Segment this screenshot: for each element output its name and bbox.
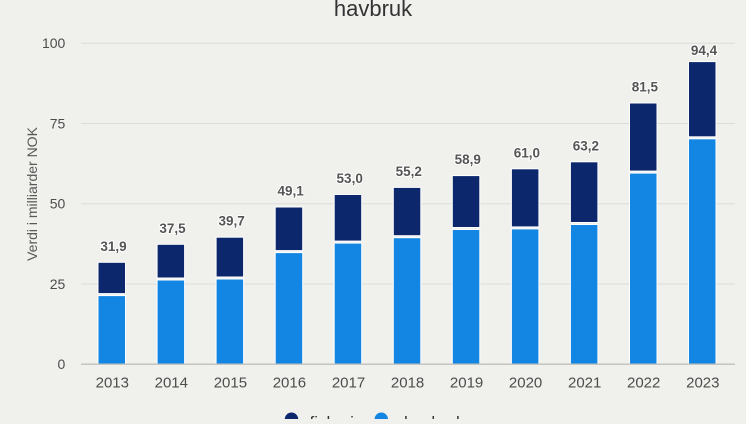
svg-text:53,0: 53,0: [337, 171, 363, 186]
svg-text:75: 75: [50, 115, 66, 131]
svg-text:37,5: 37,5: [159, 221, 186, 236]
svg-text:2016: 2016: [273, 375, 306, 392]
svg-text:81,5: 81,5: [632, 80, 659, 95]
svg-text:2019: 2019: [450, 375, 483, 392]
svg-text:50: 50: [50, 196, 66, 212]
svg-text:2017: 2017: [332, 375, 365, 392]
svg-text:55,2: 55,2: [396, 164, 422, 179]
svg-text:havbruk: havbruk: [334, 0, 413, 21]
svg-text:94,4: 94,4: [691, 43, 718, 58]
svg-text:fiskeri: fiskeri: [310, 413, 354, 419]
svg-text:100: 100: [42, 35, 66, 51]
svg-text:0: 0: [58, 356, 66, 372]
svg-text:2023: 2023: [686, 375, 719, 392]
svg-text:havbruk: havbruk: [404, 413, 465, 419]
svg-text:39,7: 39,7: [218, 214, 244, 229]
svg-text:2020: 2020: [509, 375, 542, 392]
svg-text:61,0: 61,0: [514, 145, 540, 160]
svg-text:63,2: 63,2: [573, 138, 599, 153]
svg-text:2014: 2014: [155, 375, 188, 392]
svg-text:Verdi i milliarder NOK: Verdi i milliarder NOK: [24, 126, 40, 260]
svg-text:49,1: 49,1: [277, 184, 304, 199]
svg-text:2013: 2013: [96, 375, 129, 392]
svg-text:2022: 2022: [627, 375, 660, 392]
svg-text:2015: 2015: [214, 375, 247, 392]
svg-text:31,9: 31,9: [100, 239, 126, 254]
svg-text:58,9: 58,9: [455, 152, 481, 167]
svg-text:2018: 2018: [391, 375, 424, 392]
svg-text:25: 25: [50, 276, 66, 292]
svg-text:2021: 2021: [568, 375, 601, 392]
